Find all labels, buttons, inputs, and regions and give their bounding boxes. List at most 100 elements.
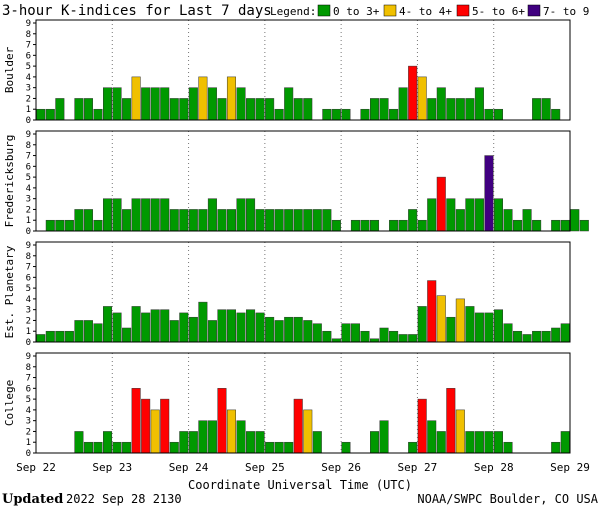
bar-fredericksburg-46 xyxy=(474,198,484,232)
bar-est-planetary-19 xyxy=(217,309,227,343)
bar-boulder-20 xyxy=(226,76,236,121)
y-tick-label: 3 xyxy=(26,195,31,205)
y-tick-label: 1 xyxy=(26,216,31,226)
bar-boulder-35 xyxy=(370,98,380,121)
bar-est-planetary-28 xyxy=(303,320,313,343)
bar-est-planetary-46 xyxy=(474,312,484,343)
bar-est-planetary-4 xyxy=(74,320,84,343)
x-axis-label: Coordinate Universal Time (UTC) xyxy=(188,478,412,492)
y-tick-label: 5 xyxy=(26,284,31,294)
bar-boulder-54 xyxy=(551,108,561,121)
bar-boulder-14 xyxy=(169,98,179,121)
bar-boulder-47 xyxy=(484,108,494,121)
bar-fredericksburg-5 xyxy=(83,209,93,232)
bar-est-planetary-14 xyxy=(169,320,179,343)
bar-boulder-0 xyxy=(36,108,46,121)
y-tick-label: 6 xyxy=(26,273,31,283)
bar-est-planetary-30 xyxy=(322,330,332,343)
y-tick-label: 6 xyxy=(26,51,31,61)
bar-fredericksburg-39 xyxy=(408,209,418,232)
bar-est-planetary-27 xyxy=(293,316,303,343)
y-tick-label: 3 xyxy=(26,306,31,316)
x-tick-sep-29: Sep 29 xyxy=(550,461,590,474)
y-tick-label: 9 xyxy=(26,241,31,251)
bar-college-25 xyxy=(274,441,284,454)
bar-fredericksburg-37 xyxy=(389,219,399,232)
bar-fredericksburg-29 xyxy=(312,209,322,232)
bar-boulder-40 xyxy=(417,76,427,121)
bar-fredericksburg-34 xyxy=(360,219,370,232)
bar-boulder-15 xyxy=(179,98,189,121)
y-tick-label: 0 xyxy=(26,227,31,237)
bar-fredericksburg-40 xyxy=(417,219,427,232)
bar-est-planetary-37 xyxy=(389,330,399,343)
bar-college-21 xyxy=(236,420,246,454)
y-tick-label: 5 xyxy=(26,395,31,405)
panel-frame xyxy=(35,352,571,454)
bar-boulder-28 xyxy=(303,98,313,121)
bar-est-planetary-45 xyxy=(465,306,475,343)
bar-fredericksburg-49 xyxy=(503,209,513,232)
bar-college-40 xyxy=(417,398,427,454)
bar-est-planetary-32 xyxy=(341,323,351,343)
bar-est-planetary-39 xyxy=(408,334,418,343)
bar-college-20 xyxy=(226,409,236,454)
bar-college-32 xyxy=(341,441,351,454)
legend-label-2: 4- to 4+ xyxy=(399,5,452,18)
bar-college-44 xyxy=(455,409,465,454)
bar-est-planetary-44 xyxy=(455,298,465,343)
bar-college-45 xyxy=(465,431,475,454)
y-tick-label: 5 xyxy=(26,62,31,72)
bar-college-6 xyxy=(93,441,103,454)
bar-boulder-13 xyxy=(160,87,170,121)
bar-fredericksburg-27 xyxy=(293,209,303,232)
bar-college-7 xyxy=(103,431,113,454)
y-tick-label: 4 xyxy=(26,73,31,83)
bar-boulder-9 xyxy=(122,98,132,121)
updated-label: Updated xyxy=(2,492,63,507)
x-tick-sep-28: Sep 28 xyxy=(474,461,514,474)
footer-source: NOAA/SWPC Boulder, CO USA xyxy=(417,492,598,506)
panel-label-est-planetary: Est. Planetary xyxy=(3,245,16,338)
y-tick-label: 5 xyxy=(26,173,31,183)
bar-fredericksburg-9 xyxy=(122,209,132,232)
bar-est-planetary-50 xyxy=(513,330,523,343)
x-tick-sep-26: Sep 26 xyxy=(321,461,361,474)
bar-est-planetary-18 xyxy=(207,320,217,343)
y-tick-label: 8 xyxy=(26,363,31,373)
panel-label-college: College xyxy=(3,380,16,426)
bar-est-planetary-54 xyxy=(551,327,561,343)
bar-fredericksburg-25 xyxy=(274,209,284,232)
y-tick-label: 8 xyxy=(26,30,31,40)
y-tick-label: 1 xyxy=(26,105,31,115)
bar-fredericksburg-2 xyxy=(55,219,65,232)
bar-college-16 xyxy=(188,431,198,454)
bar-college-9 xyxy=(122,441,132,454)
bar-fredericksburg-22 xyxy=(246,198,256,232)
bar-fredericksburg-14 xyxy=(169,209,179,232)
bar-boulder-26 xyxy=(284,87,294,121)
bar-boulder-19 xyxy=(217,98,227,121)
legend-swatch-2 xyxy=(383,4,397,17)
y-tick-label: 9 xyxy=(26,130,31,140)
bar-est-planetary-22 xyxy=(246,309,256,343)
bar-fredericksburg-21 xyxy=(236,198,246,232)
bar-fredericksburg-41 xyxy=(427,198,437,232)
chart-title: 3-hour K-indices for Last 7 days xyxy=(2,3,272,19)
bar-boulder-24 xyxy=(265,98,275,121)
bar-fredericksburg-24 xyxy=(265,209,275,232)
bar-boulder-16 xyxy=(188,87,198,121)
bar-fredericksburg-42 xyxy=(436,176,446,232)
bar-fredericksburg-4 xyxy=(74,209,84,232)
bar-boulder-39 xyxy=(408,65,418,121)
y-tick-label: 8 xyxy=(26,252,31,262)
legend-swatch-3 xyxy=(456,4,470,17)
bar-est-planetary-3 xyxy=(64,330,74,343)
bar-boulder-8 xyxy=(112,87,122,121)
bar-boulder-17 xyxy=(198,76,208,121)
panel-label-fredericksburg: Fredericksburg xyxy=(3,135,16,228)
legend-swatch-4 xyxy=(527,4,541,17)
bar-boulder-46 xyxy=(474,87,484,121)
